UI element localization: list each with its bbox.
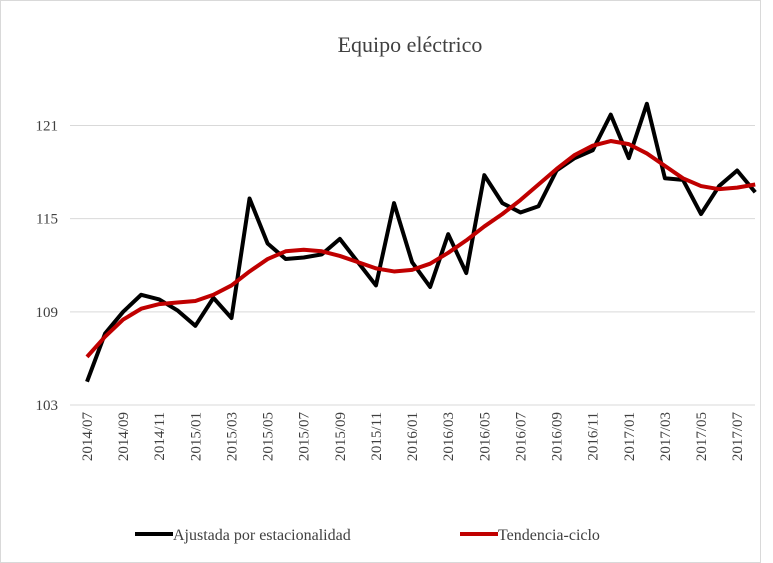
x-tick-label: 2016/01 xyxy=(405,412,421,461)
x-tick-label: 2017/07 xyxy=(730,412,746,462)
x-tick-label: 2016/11 xyxy=(586,412,602,461)
x-tick-label: 2015/07 xyxy=(297,412,313,462)
line-series xyxy=(85,139,756,359)
x-tick-label: 2016/03 xyxy=(441,412,457,461)
x-tick-label: 2015/05 xyxy=(261,412,277,461)
legend-label: Tendencia-ciclo xyxy=(498,527,600,544)
x-tick-label: 2015/03 xyxy=(224,412,240,461)
x-tick-label: 2014/07 xyxy=(80,412,96,462)
line-series xyxy=(85,101,757,383)
x-tick-label: 2016/05 xyxy=(477,412,493,461)
y-tick-label: 121 xyxy=(36,119,59,135)
x-tick-label: 2015/01 xyxy=(188,412,204,461)
x-tick-label: 2014/09 xyxy=(116,412,132,461)
x-tick-label: 2017/01 xyxy=(622,412,638,461)
y-tick-label: 109 xyxy=(36,305,59,321)
x-tick-label: 2015/09 xyxy=(333,412,349,461)
y-tick-label: 115 xyxy=(36,212,58,228)
x-tick-label: 2017/05 xyxy=(694,412,710,461)
x-tick-label: 2014/11 xyxy=(152,412,168,461)
x-tick-label: 2015/11 xyxy=(369,412,385,461)
y-tick-label: 103 xyxy=(36,398,59,414)
x-tick-label: 2016/09 xyxy=(550,412,566,461)
x-tick-label: 2017/03 xyxy=(658,412,674,461)
x-tick-label: 2016/07 xyxy=(513,412,529,462)
legend-label: Ajustada por estacionalidad xyxy=(173,527,351,544)
chart-title: Equipo eléctrico xyxy=(338,32,483,57)
